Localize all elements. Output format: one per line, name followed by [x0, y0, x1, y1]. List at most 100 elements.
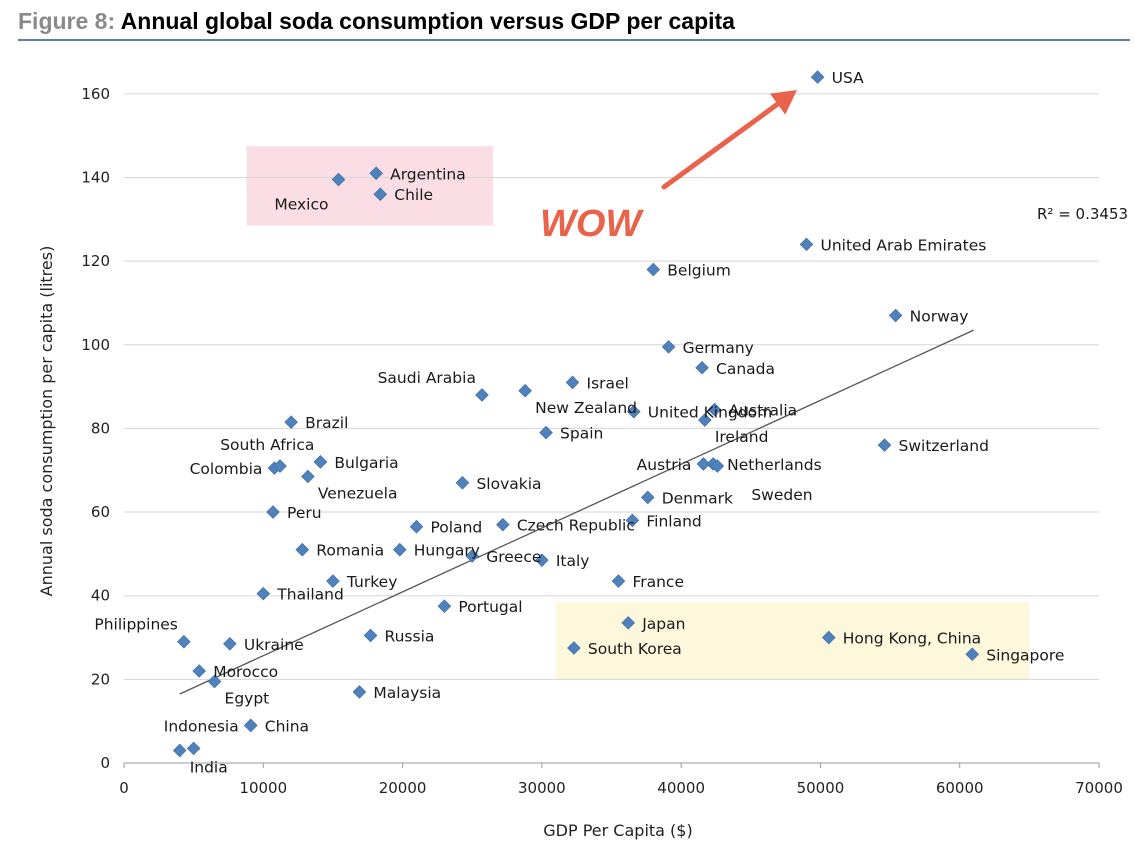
data-point — [284, 415, 298, 429]
point-label: Peru — [287, 504, 322, 522]
y-tick-label: 160 — [81, 85, 110, 103]
data-point — [331, 172, 346, 187]
point-label: Indonesia — [164, 717, 239, 735]
point-label: China — [265, 717, 309, 735]
data-point — [409, 519, 424, 534]
data-point — [273, 459, 287, 473]
point-label: Sweden — [751, 486, 812, 504]
data-point — [186, 741, 201, 756]
data-point — [799, 237, 814, 252]
point-label: Israel — [587, 374, 629, 392]
point-label: Hungary — [414, 542, 480, 560]
data-point — [369, 166, 383, 181]
data-point — [877, 438, 892, 452]
data-point — [326, 574, 340, 588]
point-label: Brazil — [305, 414, 348, 432]
data-point — [313, 455, 328, 469]
point-label: Slovakia — [476, 475, 541, 493]
wow-arrow-shaft — [661, 101, 781, 190]
data-point — [810, 70, 825, 84]
data-point — [177, 634, 191, 649]
data-point — [363, 628, 378, 643]
point-label: Egypt — [225, 689, 270, 707]
point-label: Philippines — [94, 616, 178, 634]
data-point — [888, 308, 903, 323]
point-label: United Arab Emirates — [821, 236, 987, 254]
point-label: Italy — [556, 552, 590, 570]
point-label: Canada — [716, 360, 775, 378]
point-label: Finland — [646, 512, 701, 530]
data-point — [352, 685, 367, 699]
point-label: South Korea — [588, 640, 682, 658]
figure-title: Figure 8: Annual global soda consumption… — [18, 8, 735, 35]
point-label: Singapore — [986, 646, 1064, 664]
data-point — [373, 187, 388, 201]
wow-annotation: WOW — [540, 203, 644, 245]
gridlines — [124, 93, 1099, 680]
y-tick-label: 100 — [81, 336, 110, 354]
data-point — [392, 542, 407, 557]
data-point — [965, 647, 980, 662]
x-tick-label: 0 — [119, 779, 129, 797]
figure-title-text: Annual global soda consumption versus GD… — [120, 8, 735, 34]
point-label: Germany — [683, 339, 754, 357]
point-label: Ukraine — [244, 636, 304, 654]
x-tick-label: 20000 — [379, 779, 427, 797]
point-label: Saudi Arabia — [378, 369, 476, 387]
point-label: Poland — [431, 519, 483, 537]
data-point — [646, 262, 661, 277]
point-label: Portugal — [458, 598, 522, 616]
data-point — [301, 469, 315, 484]
y-tick-label: 0 — [100, 754, 110, 772]
point-label: Colombia — [190, 460, 263, 478]
data-point — [640, 490, 655, 505]
point-label: New Zealand — [535, 399, 637, 417]
data-point — [266, 505, 280, 519]
data-point — [256, 586, 271, 601]
point-label: Austria — [637, 456, 692, 474]
point-label: United Kingdom — [648, 404, 772, 422]
data-point — [192, 664, 207, 678]
y-tick-label: 120 — [81, 252, 110, 270]
point-labels: USA Argentina Mexico Chile United Arab Emira… — [94, 69, 1064, 776]
data-point — [223, 637, 237, 651]
point-label: Chile — [394, 186, 433, 204]
data-point — [455, 475, 470, 490]
data-point — [821, 630, 836, 645]
data-point — [698, 413, 712, 427]
point-label: Australia — [729, 402, 798, 420]
point-label: Thailand — [276, 586, 344, 604]
title-rule — [18, 39, 1130, 41]
axes: 0 20 40 60 80 100 120 140 160 0 10000 20000 30000 400… — [81, 85, 1123, 797]
data-point — [695, 360, 709, 375]
point-label: France — [632, 573, 684, 591]
x-axis-title: GDP Per Capita ($) — [543, 821, 692, 840]
point-label: Denmark — [662, 489, 733, 507]
point-label: Switzerland — [899, 437, 989, 455]
trendline-group — [179, 329, 974, 695]
y-axis-title: Annual soda consumption per capita (litr… — [37, 246, 56, 597]
y-tick-label: 140 — [81, 168, 110, 186]
point-label: Hong Kong, China — [843, 630, 981, 648]
data-point — [661, 340, 676, 354]
data-points — [172, 70, 980, 758]
data-point — [626, 404, 641, 419]
x-tick-label: 60000 — [936, 779, 984, 797]
figure-number: Figure 8: — [18, 8, 116, 34]
y-tick-label: 40 — [91, 587, 110, 605]
data-point — [621, 616, 636, 630]
data-point — [496, 517, 510, 532]
x-tick-label: 10000 — [239, 779, 287, 797]
point-label: Bulgaria — [334, 454, 398, 472]
point-label: Greece — [486, 548, 541, 566]
data-point — [625, 513, 640, 528]
y-tick-label: 60 — [91, 503, 110, 521]
data-point — [437, 599, 452, 613]
point-label: Czech Republic — [517, 517, 635, 535]
data-point — [535, 553, 549, 567]
data-point — [475, 388, 489, 402]
point-label: Morocco — [213, 663, 278, 681]
y-tick-label: 20 — [91, 670, 110, 688]
data-point — [710, 459, 725, 473]
